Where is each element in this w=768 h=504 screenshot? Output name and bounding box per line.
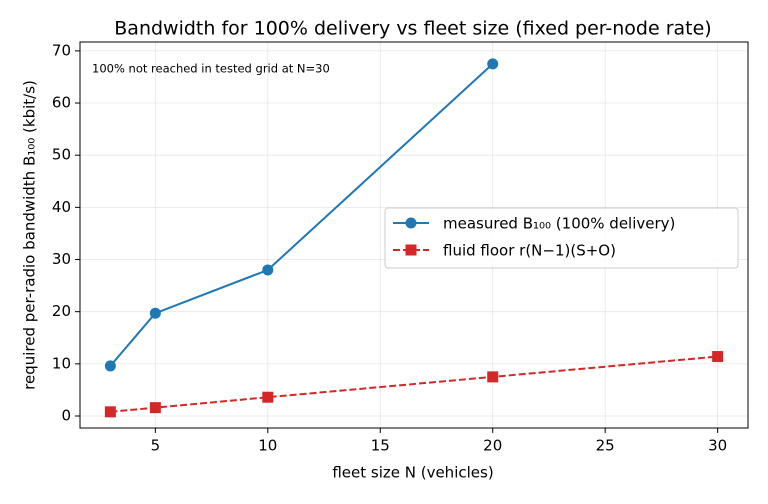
x-tick-label: 20	[483, 437, 502, 455]
legend-box	[384, 207, 739, 269]
marker	[712, 351, 724, 363]
marker	[262, 264, 274, 276]
marker	[104, 360, 116, 372]
x-tick-label: 5	[151, 437, 161, 455]
legend-marker	[405, 244, 417, 256]
series-line	[110, 355, 718, 413]
marker	[104, 406, 116, 418]
marker	[262, 391, 274, 403]
x-tick-label: 30	[708, 437, 727, 455]
x-tick-label: 15	[371, 437, 390, 455]
annotation: 100% not reached in tested grid at N=30	[92, 62, 330, 76]
y-tick-label: 20	[52, 302, 71, 320]
y-tick-label: 40	[52, 198, 71, 216]
y-tick-label: 60	[52, 94, 71, 112]
y-tick-label: 70	[52, 41, 71, 59]
y-tick-label: 0	[61, 407, 71, 425]
marker	[149, 402, 161, 414]
plot-frame	[79, 41, 749, 429]
y-tick-label: 10	[52, 354, 71, 372]
series-line	[109, 63, 494, 367]
marker	[149, 307, 161, 319]
y-axis-label: required per-radio bandwidth B₁₀₀ (kbit/…	[21, 80, 39, 390]
marker	[487, 371, 499, 383]
y-tick-label: 50	[52, 146, 71, 164]
legend-label: fluid floor r(N−1)(S+O)	[443, 242, 616, 260]
x-tick-label: 10	[258, 437, 277, 455]
marker	[487, 58, 499, 70]
legend-label: measured B₁₀₀ (100% delivery)	[443, 215, 675, 233]
x-tick-label: 25	[596, 437, 615, 455]
chart-title: Bandwidth for 100% delivery vs fleet siz…	[114, 18, 711, 40]
y-tick-label: 30	[52, 250, 71, 268]
x-axis-label: fleet size N (vehicles)	[332, 464, 493, 482]
legend-marker	[405, 217, 417, 229]
